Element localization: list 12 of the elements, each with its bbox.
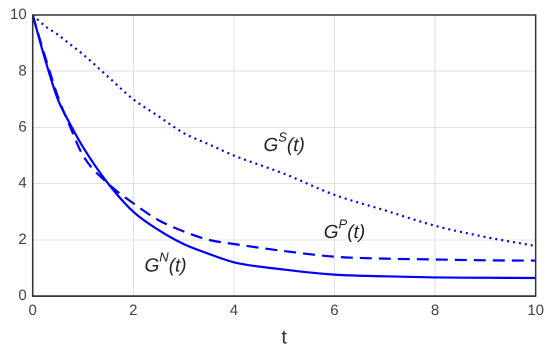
x-tick-label: 6	[330, 302, 339, 320]
y-tick-label: 2	[18, 230, 27, 248]
y-tick-label: 0	[18, 287, 27, 304]
x-tick-label: 2	[129, 302, 138, 320]
x-axis-title: t	[281, 326, 288, 349]
y-tick-label: 4	[18, 174, 27, 192]
y-tick-label: 6	[18, 118, 27, 136]
x-tick-label: 8	[430, 302, 440, 320]
x-tick-label: 4	[230, 302, 238, 320]
x-tick-label: 10	[527, 302, 544, 320]
y-tick-label: 10	[10, 6, 27, 24]
y-tick-label: 8	[18, 62, 27, 80]
